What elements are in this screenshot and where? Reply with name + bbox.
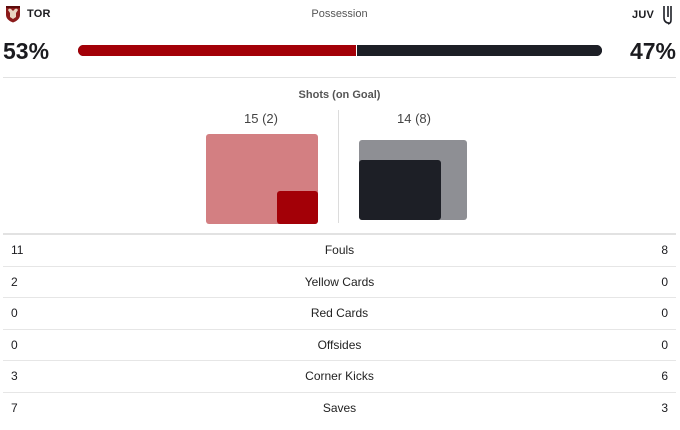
away-shots-value: 14 (8) bbox=[397, 111, 431, 126]
away-team-abbr: JUV bbox=[632, 9, 654, 21]
home-possession-value: 53% bbox=[3, 38, 50, 64]
stat-away-value: 0 bbox=[661, 306, 668, 321]
home-shots-on-goal-box bbox=[277, 190, 318, 224]
possession-bar-away bbox=[355, 45, 602, 56]
away-possession-value: 47% bbox=[629, 38, 676, 64]
away-team: JUV bbox=[632, 5, 674, 25]
possession-bar bbox=[78, 45, 602, 56]
stat-home-value: 0 bbox=[11, 337, 18, 352]
possession-section: TOR Possession JUV 53% 47% bbox=[3, 0, 676, 78]
stat-away-value: 0 bbox=[661, 274, 668, 289]
stat-home-value: 2 bbox=[11, 274, 18, 289]
stat-label: Fouls bbox=[324, 243, 355, 258]
juventus-j-logo-icon bbox=[663, 6, 672, 25]
stat-away-value: 3 bbox=[661, 401, 668, 416]
stat-row: 3 Corner Kicks 6 bbox=[3, 361, 676, 393]
away-shots-total-box bbox=[359, 140, 468, 221]
stat-away-value: 6 bbox=[661, 369, 668, 384]
match-stats-panel: TOR Possession JUV 53% 47% Shots (on Goa… bbox=[3, 0, 676, 430]
stat-row: 7 Saves 3 bbox=[3, 393, 676, 425]
stat-row: 2 Yellow Cards 0 bbox=[3, 267, 676, 298]
stat-row: 0 Red Cards 0 bbox=[3, 298, 676, 330]
shots-title: Shots (on Goal) bbox=[298, 89, 381, 101]
stat-label: Red Cards bbox=[310, 306, 369, 321]
torino-bull-crest-icon bbox=[6, 6, 20, 23]
home-team: TOR bbox=[5, 5, 51, 23]
stat-away-value: 8 bbox=[661, 243, 668, 258]
stat-label: Yellow Cards bbox=[304, 274, 375, 289]
shots-divider bbox=[338, 110, 339, 223]
stat-label: Corner Kicks bbox=[305, 369, 374, 384]
stat-label: Offsides bbox=[317, 337, 362, 352]
shots-section: Shots (on Goal) 15 (2) 14 (8) bbox=[3, 78, 676, 235]
stat-row: 0 Offsides 0 bbox=[3, 330, 676, 361]
stat-home-value: 11 bbox=[11, 243, 24, 258]
home-shots-total-box bbox=[206, 134, 318, 224]
stats-table: 11 Fouls 8 2 Yellow Cards 0 0 Red Cards 0 0 Offsid… bbox=[3, 235, 676, 424]
home-team-abbr: TOR bbox=[27, 8, 51, 20]
stat-home-value: 7 bbox=[11, 401, 18, 416]
stat-home-value: 0 bbox=[11, 306, 18, 321]
stat-home-value: 3 bbox=[11, 369, 18, 384]
away-shots-on-goal-box bbox=[359, 159, 441, 221]
stat-away-value: 0 bbox=[661, 337, 668, 352]
stat-row: 11 Fouls 8 bbox=[3, 235, 676, 267]
possession-bar-home bbox=[78, 45, 356, 56]
stat-label: Saves bbox=[322, 401, 357, 416]
home-shots-value: 15 (2) bbox=[244, 111, 278, 126]
possession-title: Possession bbox=[311, 8, 368, 20]
